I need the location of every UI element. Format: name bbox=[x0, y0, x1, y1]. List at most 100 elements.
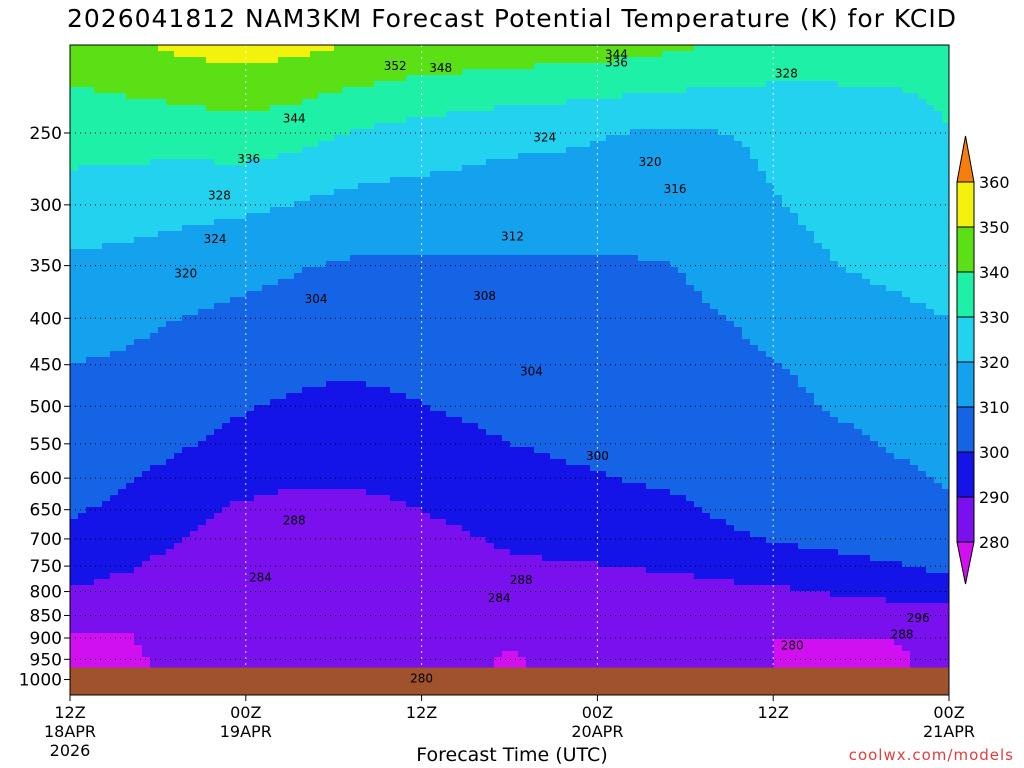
field-cell bbox=[342, 405, 351, 412]
field-cell bbox=[94, 189, 103, 196]
field-cell bbox=[278, 225, 287, 232]
field-cell bbox=[294, 483, 303, 490]
field-cell bbox=[214, 357, 223, 364]
field-cell bbox=[430, 483, 439, 490]
field-cell bbox=[390, 465, 399, 472]
field-cell bbox=[198, 153, 207, 160]
field-cell bbox=[382, 513, 391, 520]
field-cell bbox=[310, 315, 319, 322]
field-cell bbox=[166, 435, 175, 442]
field-cell bbox=[302, 303, 311, 310]
field-cell bbox=[366, 387, 375, 394]
field-cell bbox=[302, 513, 311, 520]
field-cell bbox=[126, 207, 135, 214]
field-cell bbox=[230, 387, 239, 394]
field-cell bbox=[414, 375, 423, 382]
field-cell bbox=[366, 375, 375, 382]
field-cell bbox=[358, 585, 367, 592]
field-cell bbox=[198, 483, 207, 490]
field-cell bbox=[142, 111, 151, 118]
field-cell bbox=[230, 477, 239, 484]
field-cell bbox=[366, 183, 375, 190]
field-cell bbox=[126, 639, 135, 646]
field-cell bbox=[158, 273, 167, 280]
field-cell bbox=[182, 573, 191, 580]
field-cell bbox=[182, 315, 191, 322]
field-cell bbox=[158, 393, 167, 400]
field-cell bbox=[270, 279, 279, 286]
field-cell bbox=[222, 471, 231, 478]
field-cell bbox=[326, 321, 335, 328]
field-cell bbox=[230, 447, 239, 454]
field-cell bbox=[254, 297, 263, 304]
field-cell bbox=[126, 225, 135, 232]
field-cell bbox=[182, 657, 191, 664]
field-cell bbox=[246, 135, 255, 142]
field-cell bbox=[342, 525, 351, 532]
field-cell bbox=[334, 93, 343, 100]
field-cell bbox=[326, 537, 335, 544]
field-cell bbox=[174, 189, 183, 196]
field-cell bbox=[350, 633, 359, 640]
field-cell bbox=[398, 573, 407, 580]
field-cell bbox=[246, 639, 255, 646]
field-cell bbox=[262, 177, 271, 184]
field-cell bbox=[390, 327, 399, 334]
field-cell bbox=[110, 609, 119, 616]
field-cell bbox=[430, 591, 439, 598]
field-cell bbox=[342, 357, 351, 364]
field-cell bbox=[86, 111, 95, 118]
field-cell bbox=[230, 69, 239, 76]
field-cell bbox=[262, 45, 271, 52]
field-cell bbox=[294, 183, 303, 190]
field-cell bbox=[358, 285, 367, 292]
field-cell bbox=[70, 231, 79, 238]
field-cell bbox=[374, 75, 383, 82]
field-cell bbox=[198, 159, 207, 166]
field-cell bbox=[398, 111, 407, 118]
field-cell bbox=[222, 105, 231, 112]
field-cell bbox=[214, 351, 223, 358]
field-cell bbox=[390, 249, 399, 256]
field-cell bbox=[238, 195, 247, 202]
field-cell bbox=[134, 237, 143, 244]
field-cell bbox=[318, 45, 327, 52]
field-cell bbox=[126, 633, 135, 640]
field-cell bbox=[198, 303, 207, 310]
field-cell bbox=[294, 441, 303, 448]
field-cell bbox=[422, 141, 431, 148]
field-cell bbox=[366, 177, 375, 184]
field-cell bbox=[278, 411, 287, 418]
field-cell bbox=[318, 615, 327, 622]
field-cell bbox=[326, 297, 335, 304]
field-cell bbox=[134, 129, 143, 136]
field-cell bbox=[166, 177, 175, 184]
field-cell bbox=[78, 453, 87, 460]
field-cell bbox=[190, 309, 199, 316]
field-cell bbox=[158, 147, 167, 154]
field-cell bbox=[246, 663, 255, 670]
field-cell bbox=[270, 477, 279, 484]
field-cell bbox=[142, 357, 151, 364]
field-cell bbox=[134, 183, 143, 190]
field-cell bbox=[78, 663, 87, 670]
field-cell bbox=[198, 363, 207, 370]
field-cell bbox=[158, 459, 167, 466]
field-cell bbox=[390, 531, 399, 538]
field-cell bbox=[254, 357, 263, 364]
field-cell bbox=[246, 651, 255, 658]
field-cell bbox=[238, 567, 247, 574]
field-cell bbox=[190, 75, 199, 82]
field-cell bbox=[150, 255, 159, 262]
field-cell bbox=[78, 573, 87, 580]
field-cell bbox=[294, 471, 303, 478]
field-cell bbox=[246, 627, 255, 634]
field-cell bbox=[278, 219, 287, 226]
field-cell bbox=[398, 441, 407, 448]
field-cell bbox=[238, 315, 247, 322]
field-cell bbox=[102, 177, 111, 184]
field-cell bbox=[366, 141, 375, 148]
field-cell bbox=[358, 345, 367, 352]
field-cell bbox=[294, 93, 303, 100]
field-cell bbox=[182, 75, 191, 82]
